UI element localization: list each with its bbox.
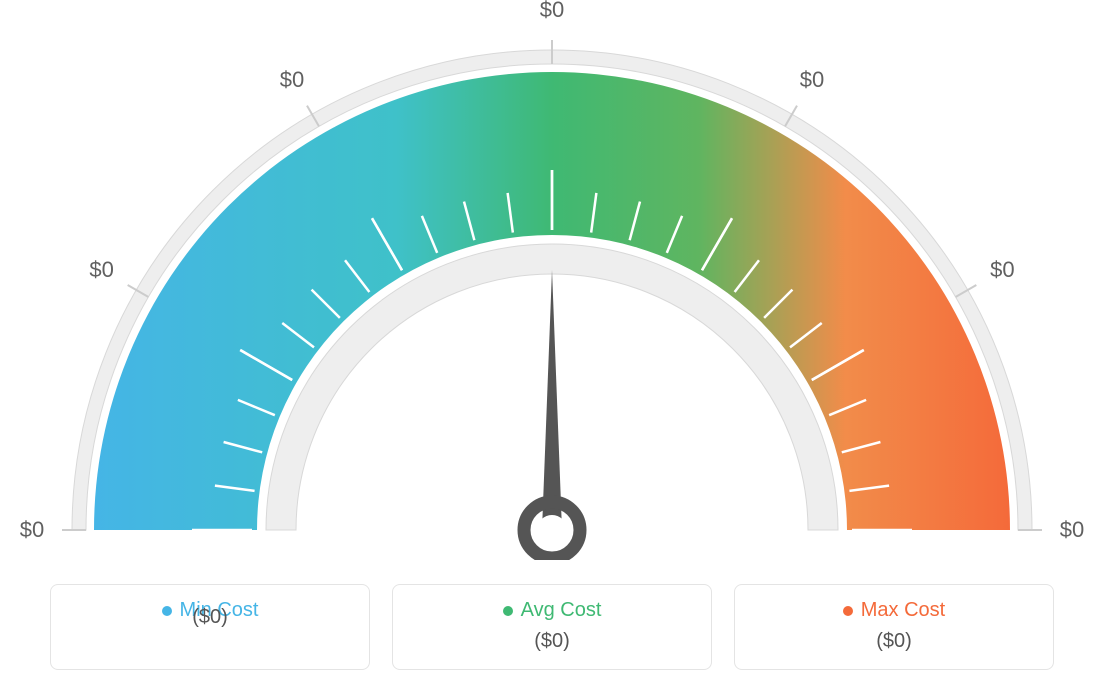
legend-dot-avg — [503, 606, 513, 616]
legend-title-avg: Avg Cost — [503, 599, 602, 622]
legend-card-min: Min Cost ($0) — [50, 584, 370, 670]
gauge-tick-label: $0 — [89, 257, 113, 283]
gauge-tick-label: $0 — [990, 257, 1014, 283]
gauge-tick-label: $0 — [1060, 517, 1084, 543]
legend-title-max: Max Cost — [843, 599, 945, 622]
legend-value-max: ($0) — [745, 630, 1043, 653]
gauge-tick-label: $0 — [280, 67, 304, 93]
legend-dot-min — [162, 606, 172, 616]
gauge-svg — [22, 0, 1082, 560]
legend-value-avg: ($0) — [403, 630, 701, 653]
legend-value-min-real: ($0) — [61, 606, 359, 629]
gauge-tick-label: $0 — [800, 67, 824, 93]
legend-card-max: Max Cost ($0) — [734, 584, 1054, 670]
legend-card-avg: Avg Cost ($0) — [392, 584, 712, 670]
gauge-tick-label: $0 — [20, 517, 44, 543]
legend-label-avg: Avg Cost — [521, 599, 602, 622]
gauge-area: $0 $0 $0 $0 $0 $0 $0 — [0, 0, 1104, 560]
legend-dot-max — [843, 606, 853, 616]
gauge-tick-label: $0 — [540, 0, 564, 23]
legend-label-max: Max Cost — [861, 599, 945, 622]
cost-gauge-infographic: $0 $0 $0 $0 $0 $0 $0 Min Cost ($0) Avg Cost ($… — [0, 0, 1104, 690]
legend-row: Min Cost ($0) Avg Cost ($0) Max Cost ($0… — [0, 584, 1104, 670]
